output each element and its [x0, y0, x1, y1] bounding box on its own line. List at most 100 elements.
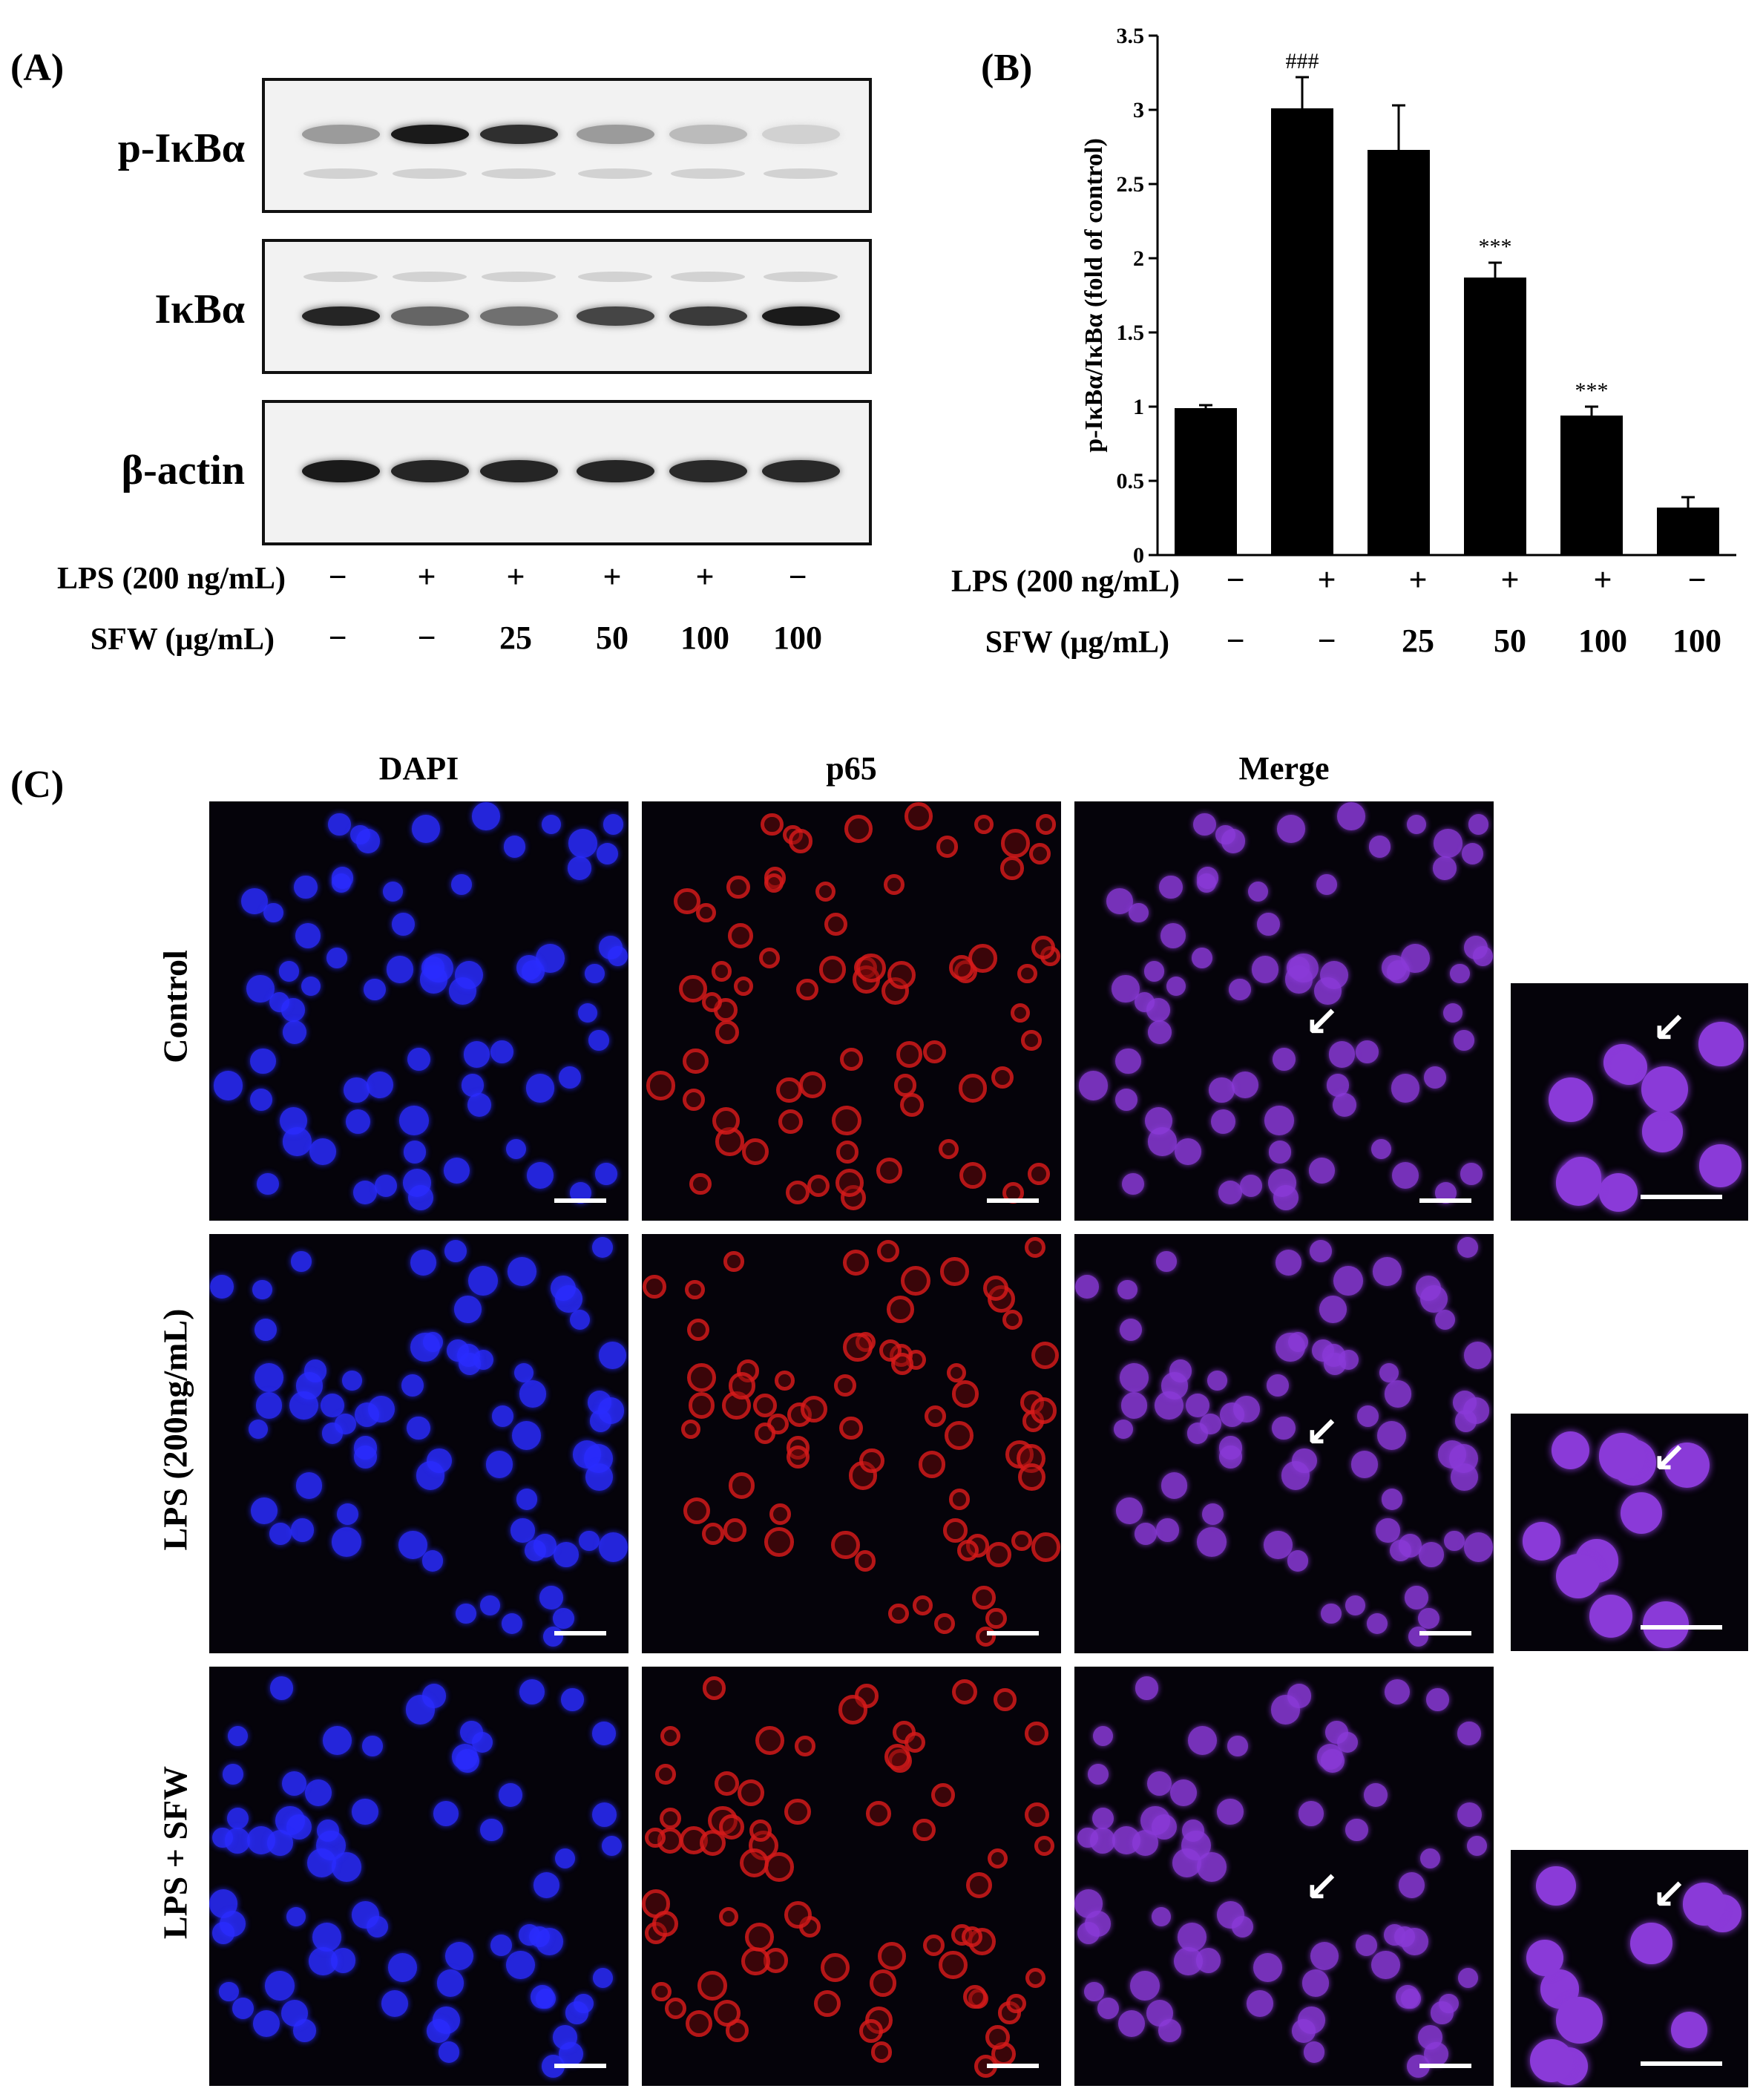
- cell: [1232, 1072, 1259, 1099]
- cell: [1272, 1417, 1296, 1440]
- cell: [913, 1595, 933, 1615]
- cell: [843, 1249, 870, 1276]
- y-tick-label: 1: [1133, 395, 1144, 419]
- cell: [212, 1828, 233, 1848]
- cell: [459, 1353, 482, 1376]
- cell: [307, 1848, 337, 1877]
- cell: [294, 875, 318, 899]
- cell: [278, 961, 299, 982]
- cell: [592, 1802, 617, 1828]
- cell: [599, 1532, 628, 1562]
- cell: [1201, 1503, 1224, 1526]
- cell: [1522, 1522, 1561, 1561]
- cell: [1267, 1169, 1296, 1198]
- cell: [1196, 873, 1216, 893]
- blot-faint-band: [671, 272, 745, 282]
- cell: [539, 1586, 563, 1610]
- cell: [987, 1848, 1008, 1869]
- cell: [1119, 1318, 1143, 1342]
- cell: [410, 1249, 437, 1276]
- scale-bar: [1419, 1198, 1471, 1203]
- cell: [778, 1109, 804, 1135]
- cell: [1287, 1550, 1309, 1572]
- cell: [712, 1106, 741, 1135]
- cell: [1368, 836, 1391, 858]
- cell: [1144, 1106, 1173, 1135]
- cell: [352, 1798, 378, 1825]
- cell: [1114, 1419, 1134, 1439]
- cell: [1170, 1779, 1197, 1806]
- cell: [597, 1397, 625, 1424]
- cell: [689, 1173, 712, 1195]
- cell: [1025, 1722, 1048, 1745]
- cell: [444, 1239, 467, 1262]
- cell: [1175, 1138, 1201, 1165]
- blot-faint-band: [482, 168, 556, 179]
- bar: [1464, 278, 1526, 555]
- cell: [591, 1236, 613, 1258]
- cell: [696, 902, 716, 923]
- cell: [574, 1993, 594, 2014]
- cell: [283, 1020, 307, 1044]
- cell: [362, 1736, 383, 1756]
- cell: [1030, 1397, 1057, 1424]
- cell: [741, 1946, 770, 1976]
- cell: [553, 1608, 574, 1630]
- cell: [686, 1318, 710, 1342]
- lps-cond-b-3: +: [1408, 562, 1428, 598]
- cell: [1252, 956, 1279, 983]
- cell: [421, 1550, 444, 1572]
- cell: [1011, 1531, 1032, 1552]
- cell: [1246, 1989, 1273, 2018]
- cell: [1419, 1848, 1440, 1869]
- cell: [1207, 1371, 1228, 1391]
- cell: [558, 1066, 581, 1089]
- cell: [552, 2024, 578, 2050]
- cell: [529, 1926, 550, 1947]
- cell: [1367, 1613, 1388, 1635]
- cell: [320, 1393, 344, 1417]
- cell: [1129, 902, 1149, 923]
- cell: [1642, 1601, 1690, 1648]
- cell: [854, 1550, 876, 1572]
- cell: [824, 912, 847, 936]
- cell: [554, 1848, 575, 1869]
- cell: [398, 1530, 427, 1560]
- cell: [1391, 1074, 1420, 1103]
- cell: [491, 1405, 513, 1428]
- cell: [948, 1489, 971, 1510]
- cell: [643, 1275, 666, 1299]
- cell: [1209, 1077, 1235, 1103]
- cell: [1443, 1003, 1463, 1023]
- cell: [1025, 1802, 1050, 1828]
- significance-label: ***: [1575, 378, 1609, 403]
- cell: [939, 1950, 968, 1980]
- cell: [533, 1871, 559, 1898]
- cell: [1134, 991, 1155, 1013]
- cell: [321, 1423, 344, 1444]
- cell: [1466, 1836, 1488, 1857]
- cell: [1273, 1047, 1296, 1072]
- blot-band: [669, 306, 747, 326]
- cell: [461, 1074, 485, 1097]
- cell: [699, 1830, 726, 1857]
- cell: [467, 1092, 492, 1118]
- blot-faint-band: [764, 168, 838, 179]
- cell: [718, 1906, 738, 1927]
- cell: [603, 814, 624, 835]
- cell: [1172, 1848, 1202, 1877]
- cell: [948, 955, 974, 981]
- cell: [1160, 1472, 1187, 1499]
- blot-band: [761, 460, 840, 482]
- cell: [1598, 1172, 1638, 1212]
- cell: [403, 1141, 427, 1164]
- lps-cond-a-2: +: [417, 559, 436, 595]
- micrograph-dapi: [209, 801, 628, 1221]
- cell: [1078, 1071, 1109, 1100]
- cell: [1451, 1463, 1479, 1492]
- cell: [1115, 1048, 1141, 1074]
- cell: [887, 1296, 915, 1323]
- cell: [1034, 1836, 1055, 1857]
- cell: [1309, 1157, 1336, 1184]
- cell: [936, 836, 959, 858]
